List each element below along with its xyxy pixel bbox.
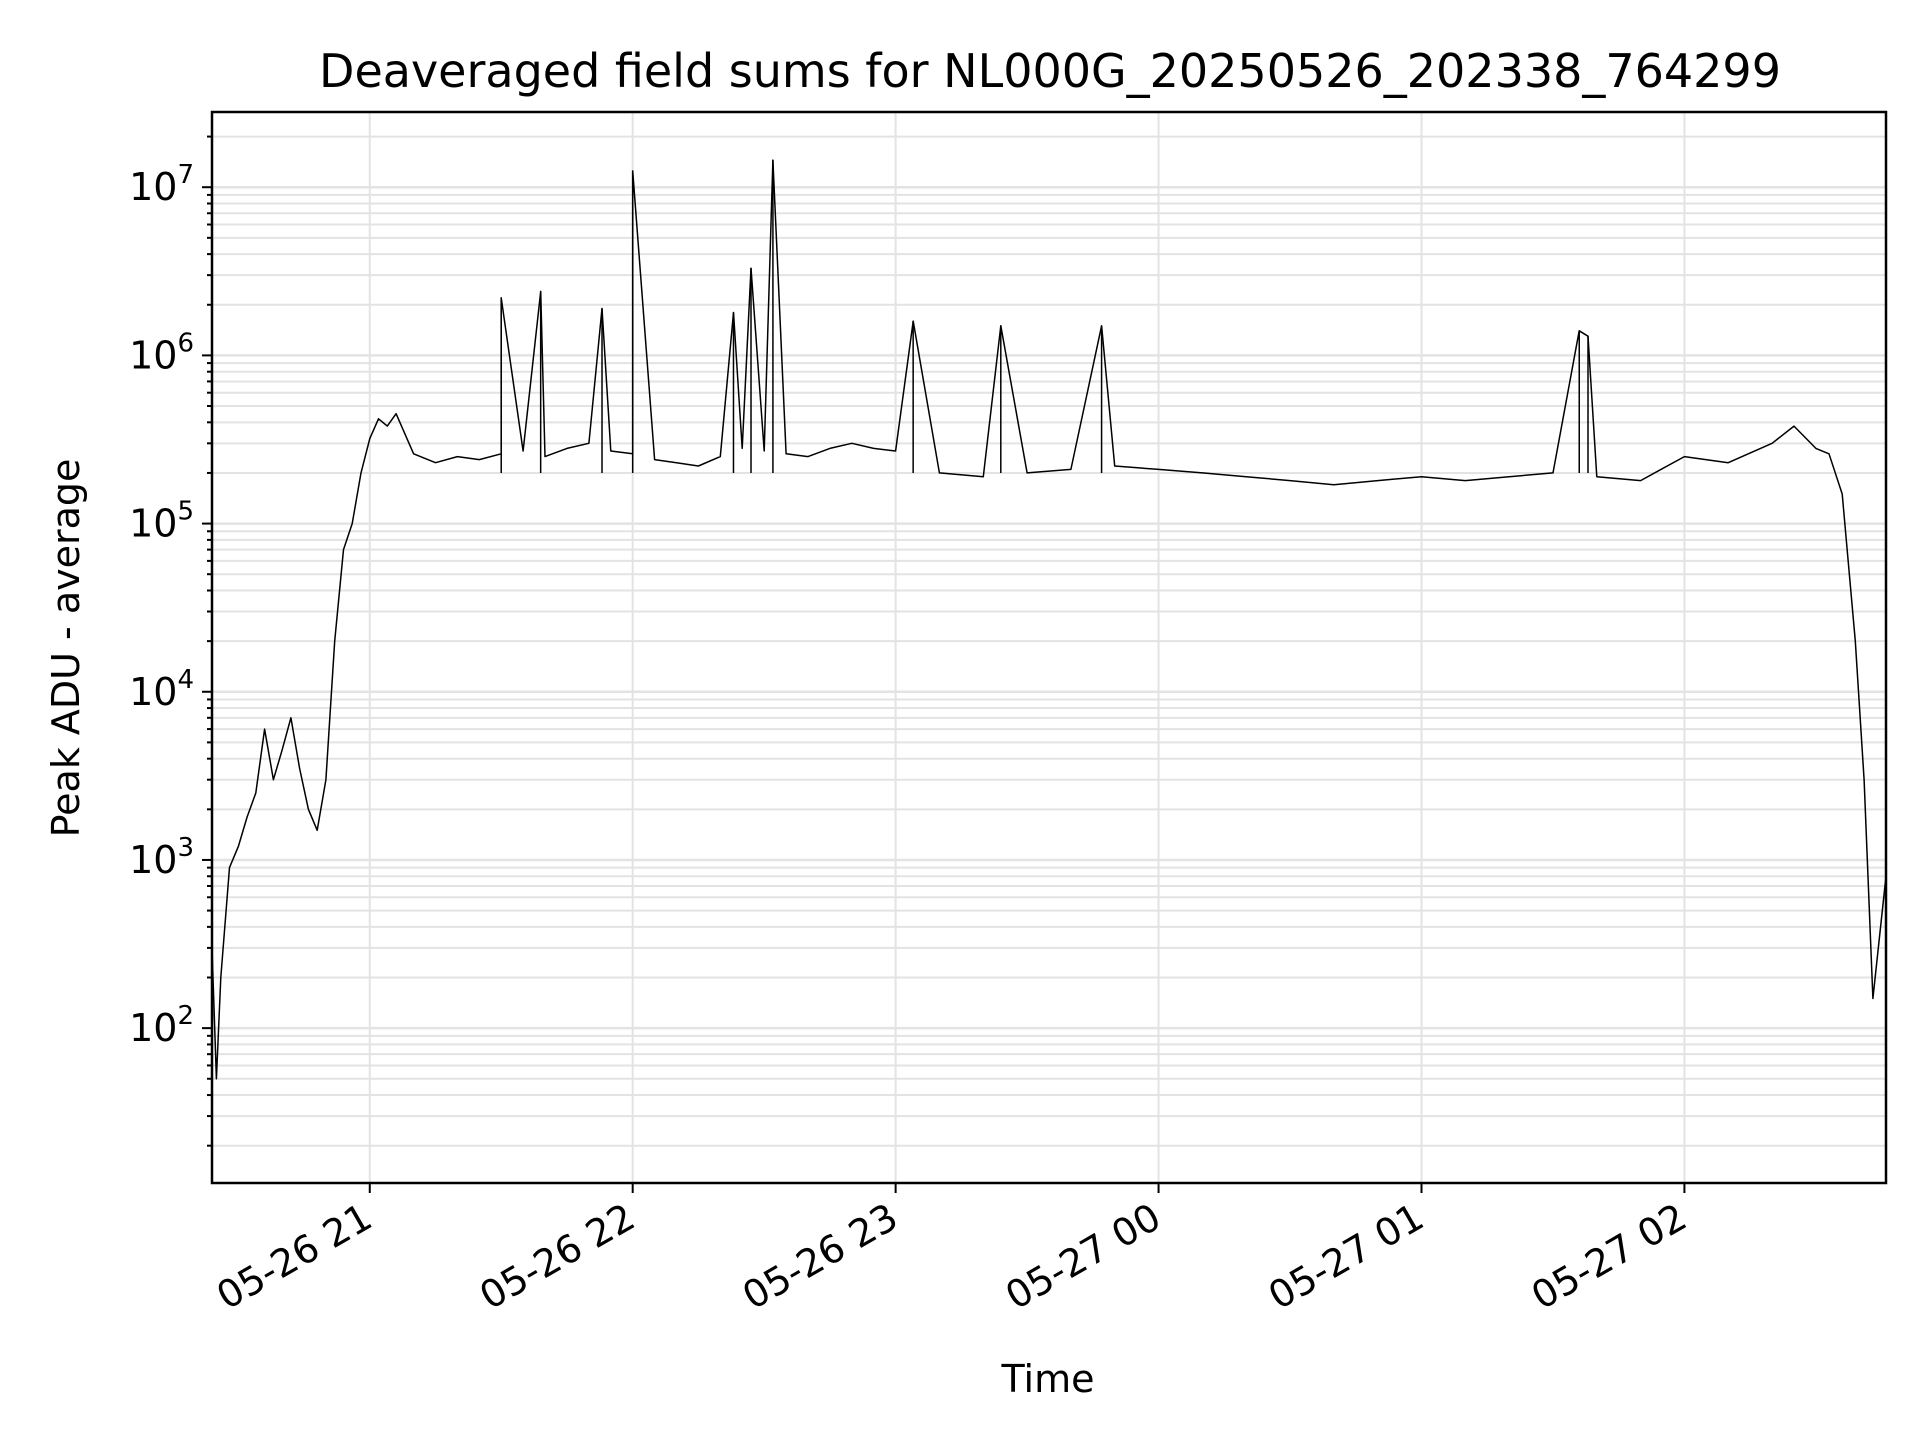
y-axis: 102 103 104 105 106 107 bbox=[129, 135, 212, 1147]
y-tick-label: 105 bbox=[129, 497, 194, 546]
y-tick-label: 104 bbox=[129, 665, 194, 714]
chart-title: Deaveraged field sums for NL000G_2025052… bbox=[319, 44, 1781, 98]
y-axis-label: Peak ADU - average bbox=[44, 459, 88, 838]
y-tick-label: 106 bbox=[129, 328, 194, 377]
plot-frame bbox=[210, 110, 1888, 1185]
y-tick-label: 102 bbox=[129, 1001, 194, 1050]
grid bbox=[212, 112, 1886, 1183]
y-tick-label: 107 bbox=[129, 160, 194, 209]
data-series-line bbox=[211, 159, 1887, 1080]
y-tick-label: 103 bbox=[129, 833, 194, 882]
plot-area bbox=[211, 159, 1887, 1080]
x-axis-label: Time bbox=[1001, 1357, 1095, 1401]
